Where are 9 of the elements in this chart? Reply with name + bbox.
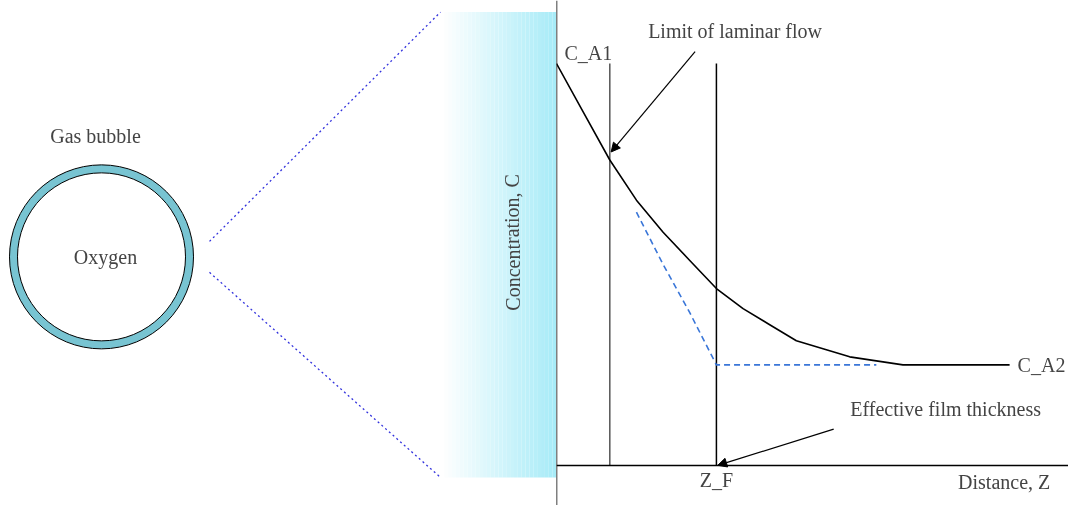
x-axis-title: Distance, Z⃗ bbox=[958, 471, 1066, 494]
annotation: Effective film thickness bbox=[850, 398, 1042, 421]
text: Z_F bbox=[699, 469, 734, 492]
y-axis-title: Concentration, C bbox=[501, 174, 524, 311]
text: Limit of laminar flow bbox=[648, 20, 823, 43]
text: Gas bubble bbox=[50, 124, 141, 147]
text: C_A1 bbox=[564, 41, 613, 64]
text: Oxygen bbox=[73, 245, 138, 269]
annotation: C_A2 bbox=[1017, 353, 1066, 376]
